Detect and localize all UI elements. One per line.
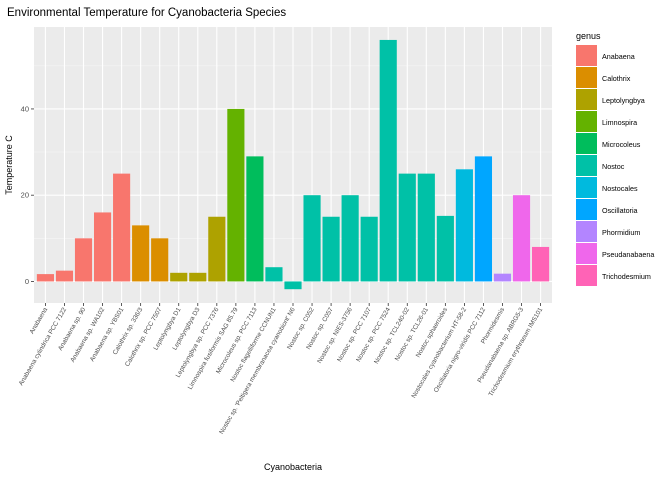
bar	[189, 272, 207, 282]
legend-label: Anabaena	[602, 52, 635, 61]
bar	[208, 216, 226, 282]
legend-label: Trichodesmium	[602, 272, 651, 281]
bar	[93, 212, 112, 282]
y-tick-label: 0	[25, 277, 29, 286]
x-tick-label: Anabaena sp. WA102	[69, 306, 106, 364]
x-tick-label: Nostoc sp. TCL240-02	[373, 306, 411, 365]
x-tick-label: Nostoc sp. NIES-3756	[316, 306, 354, 365]
legend-label: Nostoc	[602, 162, 625, 171]
bar	[532, 246, 550, 282]
legend-label: Leptolyngbya	[602, 96, 645, 105]
bar	[398, 173, 416, 282]
legend-label: Phormidium	[602, 228, 640, 237]
legend-swatch	[576, 199, 597, 220]
legend-label: Pseudanabaena	[602, 250, 654, 259]
legend-title: genus	[576, 31, 601, 41]
legend-label: Calothrix	[602, 74, 631, 83]
legend-label: Microcoleus	[602, 140, 641, 149]
y-axis: 0 20 40	[21, 104, 34, 286]
legend-swatch	[576, 265, 597, 286]
bar	[170, 272, 188, 282]
bar	[303, 195, 321, 282]
bar	[265, 267, 283, 282]
x-axis-label: Cyanobacteria	[264, 462, 322, 472]
legend-swatch	[576, 89, 597, 110]
chart-title: Environmental Temperature for Cyanobacte…	[7, 7, 286, 19]
legend-label: Nostocales	[602, 184, 638, 193]
y-tick-label: 20	[21, 191, 29, 200]
bar	[36, 274, 54, 282]
legend-swatch	[576, 243, 597, 264]
legend-swatch	[576, 155, 597, 176]
x-tick-label: Nostoc sp. PCC 7524	[355, 306, 392, 363]
legend-swatch	[576, 67, 597, 88]
y-axis-label: Temperature C	[4, 135, 14, 195]
bars-group	[36, 39, 550, 290]
bar	[360, 216, 378, 282]
bar	[113, 173, 131, 282]
bar	[151, 238, 169, 282]
bar	[246, 156, 264, 282]
legend-swatch	[576, 177, 597, 198]
bar	[474, 156, 493, 282]
legend: genus Anabaena Calothrix Leptolyngbya Limno…	[576, 31, 654, 286]
bar	[322, 216, 340, 282]
bar	[284, 281, 302, 290]
bar	[55, 270, 74, 282]
bar	[341, 195, 359, 282]
bar	[379, 39, 397, 282]
x-tick-label: Anabaena sp. YBS01	[89, 306, 126, 363]
bar	[74, 238, 93, 282]
bar	[227, 108, 245, 282]
legend-swatch	[576, 45, 597, 66]
bar	[132, 225, 150, 282]
y-tick-label: 40	[21, 104, 29, 113]
legend-label: Oscillatoria	[602, 206, 638, 215]
bar	[455, 169, 473, 282]
bar	[436, 215, 454, 282]
x-tick-label: Anabaena	[29, 306, 50, 335]
legend-swatch	[576, 111, 597, 132]
legend-swatch	[576, 133, 597, 154]
legend-swatch	[576, 221, 597, 242]
bar	[512, 195, 531, 282]
bar	[417, 173, 435, 282]
bar	[493, 273, 512, 282]
x-tick-label: Nostoc sp. PCC 7107	[336, 306, 373, 363]
legend-label: Limnospira	[602, 118, 637, 127]
